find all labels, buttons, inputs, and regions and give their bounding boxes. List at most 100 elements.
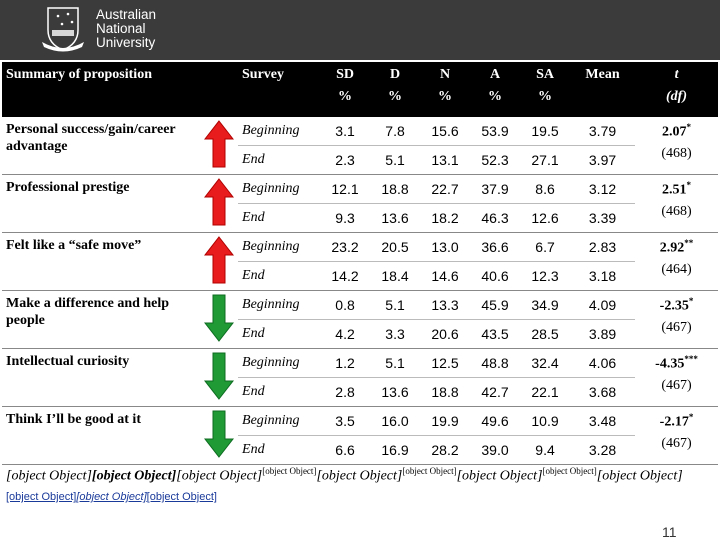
name-line: Australian [96, 7, 157, 22]
value-cell: 23.2 [320, 232, 371, 262]
text-segment: [object Object] [262, 466, 317, 476]
text-segment: [object Object] [91, 468, 177, 484]
text-segment: [object Object] [76, 491, 147, 503]
table-row: Think I’ll be good at it Beginning 3.5 16.0… [2, 406, 718, 465]
arrow-shape [203, 178, 235, 226]
value-cell: 3.79 [570, 117, 636, 146]
survey: End [238, 377, 321, 407]
column-header: SA% [520, 62, 571, 117]
logo [42, 7, 84, 52]
value-cell: 22.1 [520, 377, 571, 407]
value-cell: 34.9 [520, 290, 571, 320]
column-header: N% [420, 62, 471, 117]
survey: Beginning [238, 174, 321, 204]
proposition-table: Summary of proposition Survey SD% D% N% A% SA%… [2, 62, 719, 465]
value-cell: 3.3 [370, 319, 421, 349]
value-cell: 3.1 [320, 117, 371, 146]
value-cell: 46.3 [470, 203, 521, 233]
header-label: SA [536, 67, 554, 82]
value-cell: 16.9 [370, 435, 421, 465]
table-row: End 9.3 13.6 18.2 46.3 12.6 3.39 (468) [2, 203, 719, 233]
value-cell: 15.6 [420, 117, 471, 146]
column-header: D% [370, 62, 421, 117]
arrow [203, 410, 235, 458]
value-cell: 19.9 [420, 406, 471, 436]
value-cell: 6.7 [520, 232, 571, 262]
value-cell: 48.8 [470, 348, 521, 378]
text-segment: [object Object] [402, 466, 457, 476]
survey: End [238, 435, 321, 465]
column-header: t (df) [635, 62, 719, 117]
value-cell: 5.1 [370, 145, 421, 175]
footnote: [object Object][object Object][object Ob… [6, 466, 683, 485]
degrees-of-freedom: (467) [635, 435, 719, 465]
value-cell: 43.5 [470, 319, 521, 349]
t-value: 2.92** [635, 233, 718, 262]
header-label: Survey [242, 67, 285, 82]
survey: End [238, 145, 321, 175]
arrow [203, 294, 235, 342]
value-cell: 2.83 [570, 232, 636, 262]
text-segment: [object Object] [6, 468, 92, 484]
value-cell: 4.09 [570, 290, 636, 320]
value-cell: 3.48 [570, 406, 636, 436]
arrow [203, 178, 235, 226]
value-cell: 13.3 [420, 290, 471, 320]
arrow-shape [203, 236, 235, 284]
column-header: A% [470, 62, 521, 117]
header-label: D [389, 67, 401, 82]
proposition: Make a difference and help people [2, 290, 200, 349]
table-row: Felt like a “safe move” Beginning 23.2 20.5… [2, 232, 718, 291]
header-unit: % [438, 89, 453, 104]
text-segment: [object Object] [6, 491, 77, 503]
value-cell: 45.9 [470, 290, 521, 320]
arrow-shape [203, 352, 235, 400]
arrow-cell [200, 174, 239, 233]
value-cell: 13.6 [370, 377, 421, 407]
table-row: End 2.8 13.6 18.8 42.7 22.1 3.68 (467) [2, 377, 719, 407]
page-number: 11 [662, 524, 677, 540]
t-number: -2.35 [659, 298, 689, 314]
table-row: End 4.2 3.3 20.6 43.5 28.5 3.89 (467) [2, 319, 719, 349]
t-value: -2.17* [635, 407, 718, 436]
header-label: Summary of proposition [6, 67, 152, 82]
value-cell: 8.6 [520, 174, 571, 204]
arrow-cell [200, 232, 239, 291]
value-cell: 3.5 [320, 406, 371, 436]
text-segment: [object Object] [596, 468, 683, 484]
value-cell: 18.8 [370, 174, 421, 204]
degrees-of-freedom: (468) [635, 203, 719, 233]
header-unit: % [538, 89, 553, 104]
value-cell: 9.3 [320, 203, 371, 233]
value-cell: 27.1 [520, 145, 571, 175]
university-name: Australian National University [96, 8, 156, 50]
table-row: Make a difference and help people Beginni… [2, 290, 718, 349]
t-value: -2.35* [635, 291, 718, 320]
degrees-of-freedom: (467) [635, 319, 719, 349]
value-cell: 52.3 [470, 145, 521, 175]
text-segment: [object Object] [456, 468, 543, 484]
value-cell: 18.2 [420, 203, 471, 233]
degrees-of-freedom: (468) [635, 145, 719, 175]
t-number: 2.92 [659, 240, 685, 256]
arrow-cell [200, 348, 239, 407]
t-number: -2.17 [659, 414, 689, 430]
value-cell: 18.4 [370, 261, 421, 291]
header-label: t [674, 67, 679, 82]
t-number: 2.07 [662, 124, 687, 140]
value-cell: 13.6 [370, 203, 421, 233]
value-cell: 32.4 [520, 348, 571, 378]
name-line: National [96, 21, 146, 36]
proposition: Professional prestige [2, 174, 200, 233]
value-cell: 9.4 [520, 435, 571, 465]
value-cell: 7.8 [370, 117, 421, 146]
value-cell: 3.28 [570, 435, 636, 465]
value-cell: 40.6 [470, 261, 521, 291]
value-cell: 3.68 [570, 377, 636, 407]
citation: [object Object][object Object][object Ob… [6, 490, 696, 504]
header-unit: % [338, 89, 353, 104]
value-cell: 1.2 [320, 348, 371, 378]
header-unit: (df) [666, 89, 688, 104]
value-cell: 16.0 [370, 406, 421, 436]
